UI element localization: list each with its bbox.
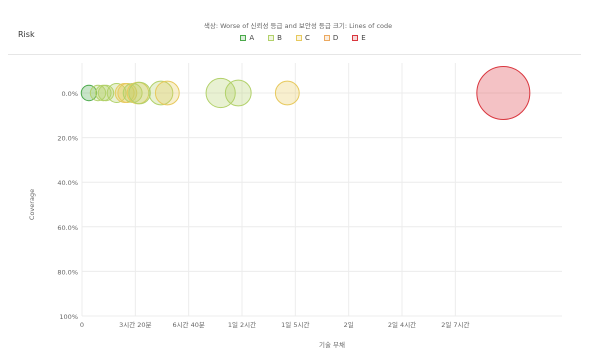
bubble-point bbox=[476, 66, 531, 120]
legend-caption: 색상: Worse of 신뢰성 등급 and 보안성 등급 크기: Lines… bbox=[203, 22, 393, 30]
legend-swatch-c bbox=[295, 35, 302, 41]
legend-label-e: E bbox=[361, 34, 366, 42]
legend-swatch-e bbox=[352, 35, 359, 41]
legend-item-b[interactable]: B bbox=[268, 34, 282, 42]
chart-panel: Risk 색상: Worse of 신뢰성 등급 and 보안성 등급 크기: … bbox=[8, 8, 581, 343]
bubble-point bbox=[80, 84, 98, 102]
chart-title: Risk bbox=[18, 30, 35, 39]
x-tick-label: 2일 bbox=[344, 320, 354, 329]
x-tick-label: 1일 5시간 bbox=[281, 320, 309, 329]
legend-label-a: A bbox=[249, 34, 255, 42]
header-divider bbox=[8, 54, 581, 55]
bubble-point bbox=[148, 80, 174, 106]
x-tick-label: 1일 2시간 bbox=[228, 320, 256, 329]
legend-swatch-b bbox=[268, 35, 275, 41]
y-tick-label: 40.0% bbox=[57, 179, 78, 187]
legend-item-a[interactable]: A bbox=[240, 34, 254, 42]
x-tick-label: 0 bbox=[80, 321, 84, 329]
x-tick-label: 2일 7시간 bbox=[441, 320, 469, 329]
bubble-point bbox=[154, 80, 180, 106]
legend-item-c[interactable]: C bbox=[295, 34, 310, 42]
y-tick-label: 0.0% bbox=[61, 90, 78, 98]
bubble-point bbox=[106, 83, 127, 103]
x-axis-title: 기술 부채 bbox=[319, 340, 345, 349]
y-tick-label: 80.0% bbox=[57, 268, 78, 276]
legend-label-c: C bbox=[304, 34, 310, 42]
x-tick-label: 3시간 20분 bbox=[119, 320, 151, 329]
legend-label-d: D bbox=[332, 34, 339, 42]
x-tick-label: 6시간 40분 bbox=[172, 320, 204, 329]
x-tick-label: 2일 4시간 bbox=[388, 320, 416, 329]
legend-swatch-d bbox=[323, 35, 330, 41]
legend-item-d[interactable]: D bbox=[323, 34, 339, 42]
bubble-point bbox=[224, 79, 252, 107]
y-tick-label: 20.0% bbox=[57, 135, 78, 143]
y-tick-label: 60.0% bbox=[57, 224, 78, 232]
legend-item-e[interactable]: E bbox=[352, 34, 366, 42]
legend: A B C D E bbox=[218, 34, 388, 42]
y-tick-label: 100% bbox=[59, 313, 78, 321]
bubble-point bbox=[274, 80, 300, 106]
bubble-point bbox=[97, 84, 115, 102]
bubble-point bbox=[128, 81, 151, 105]
legend-label-b: B bbox=[277, 34, 282, 42]
legend-swatch-a bbox=[240, 35, 247, 41]
y-axis-title: Coverage bbox=[28, 189, 36, 220]
